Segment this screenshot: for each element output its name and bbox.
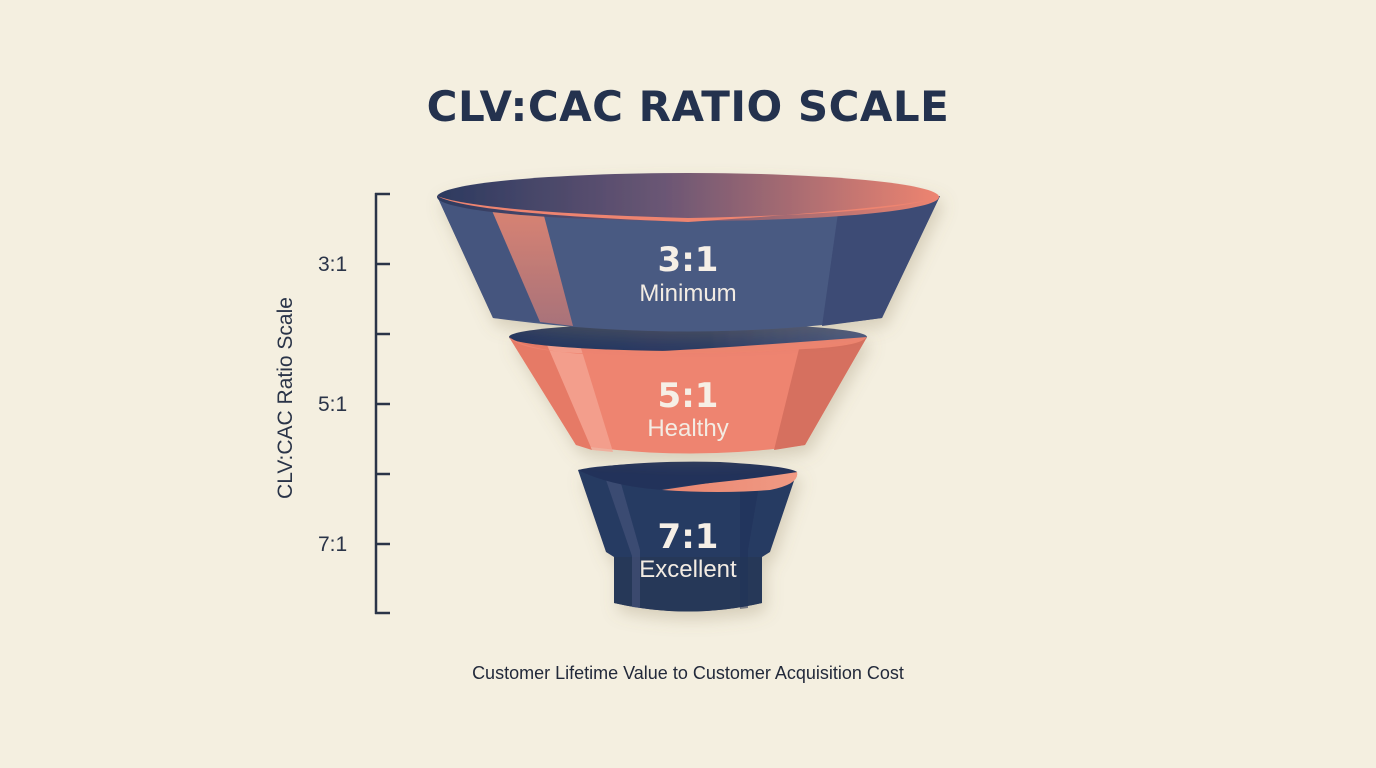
tick-label-7-1: 7:1 (318, 533, 348, 556)
segment-label-excellent: Excellent (639, 556, 737, 583)
tick-label-3-1: 3:1 (318, 253, 348, 276)
segment-value-healthy: 5:1 (657, 376, 719, 416)
funnel-segment-healthy (509, 323, 867, 454)
funnel-segment-minimum (437, 173, 940, 332)
funnel-segment-excellent (578, 461, 798, 612)
page-title: CLV:CAC RATIO SCALE (426, 82, 950, 131)
segment-value-excellent: 7:1 (657, 517, 719, 557)
tick-label-5-1: 5:1 (318, 393, 348, 416)
segment-label-healthy: Healthy (647, 415, 729, 442)
y-axis (374, 192, 390, 615)
segment-value-minimum: 3:1 (657, 240, 719, 280)
segment-label-minimum: Minimum (639, 280, 737, 307)
footer-caption: Customer Lifetime Value to Customer Acqu… (472, 663, 904, 683)
